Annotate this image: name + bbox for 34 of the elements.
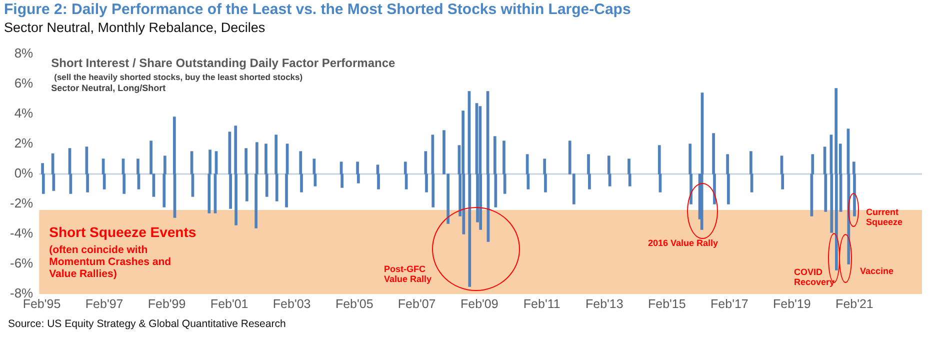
band-label: Short Squeeze Events [49,224,196,240]
x-tick-label: Feb'15 [648,296,686,311]
x-tick-label: Feb'97 [85,296,124,311]
annotation: Current Squeeze [866,207,904,227]
y-tick-label: -2% [10,196,34,211]
annotation: 2016 Value Rally [648,238,718,248]
annotation: Short Interest / Share Outstanding Daily Factor Performance [51,56,396,70]
x-tick-label: Feb'19 [773,296,811,311]
y-tick-label: 4% [14,106,34,121]
y-tick-label: 6% [14,76,34,91]
x-tick-label: Feb'05 [335,296,374,311]
annotation: (sell the heavily shorted stocks, buy the least shorted stocks) [54,72,303,82]
x-tick-label: Feb'07 [398,296,436,311]
y-tick-label: 8% [14,46,34,61]
x-tick-label: Feb'11 [523,296,560,311]
annotation: (often coincide with Momentum Crashes and Value Rallies) [49,244,172,280]
y-tick-label: -4% [10,226,34,241]
annotation: Vaccine [860,266,894,276]
x-tick-label: Feb'13 [586,296,624,311]
y-tick-label: 2% [14,136,34,151]
y-tick-label: 0% [14,166,34,181]
x-tick-label: Feb'21 [836,296,874,311]
x-tick-label: Feb'03 [272,296,311,311]
y-tick-label: -6% [10,256,34,271]
chart-subtitle: Sector Neutral, Monthly Rebalance, Deciles [4,20,266,35]
x-tick-label: Feb'01 [210,296,248,311]
x-tick-label: Feb'09 [460,296,498,311]
annotation: Post-GFC Value Rally [384,264,433,284]
x-tick-label: Feb'99 [148,296,186,311]
x-tick-label: Feb'17 [710,296,748,311]
chart-title: Figure 2: Daily Performance of the Least vs. the Most Shorted Stocks within Large-Caps [4,1,631,18]
annotation: COVID Recovery [794,267,835,287]
annotation: Sector Neutral, Long/Short [51,83,166,93]
source-note: Source: US Equity Strategy & Global Quantitative Research [8,318,286,330]
